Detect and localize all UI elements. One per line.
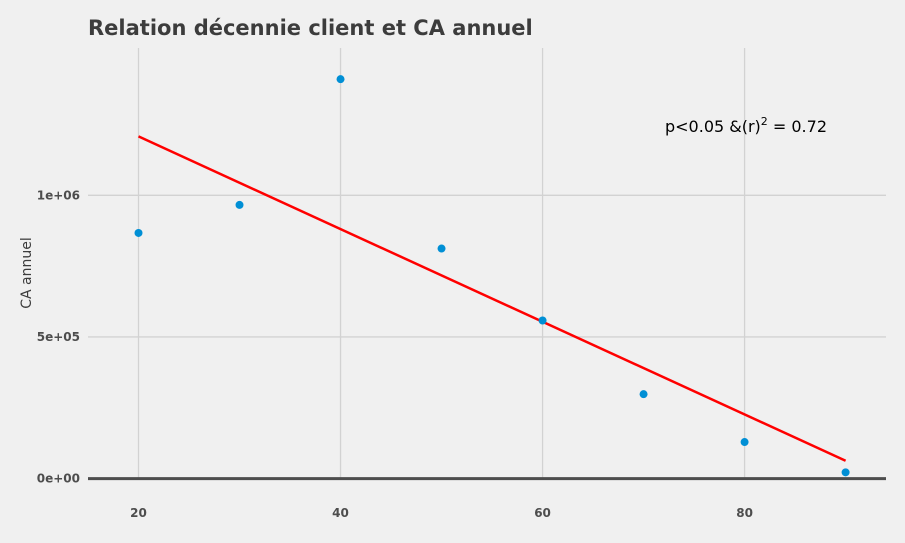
y-tick-label: 1e+06 <box>37 188 80 202</box>
data-point <box>235 200 244 209</box>
annotation-value: = 0.72 <box>768 117 827 136</box>
chart-title: Relation décennie client et CA annuel <box>88 16 533 40</box>
data-point <box>437 244 446 253</box>
x-tick-label: 60 <box>534 506 551 520</box>
r-squared-annotation: p<0.05 &(r)2 = 0.72 <box>665 115 827 136</box>
annotation-superscript: 2 <box>761 115 768 128</box>
y-tick-label: 5e+05 <box>37 330 80 344</box>
y-tick-label: 0e+00 <box>37 472 80 486</box>
data-point <box>538 316 547 325</box>
x-tick-label: 40 <box>332 506 349 520</box>
data-point <box>336 75 345 84</box>
annotation-text: p<0.05 &(r) <box>665 117 761 136</box>
data-point <box>134 228 143 237</box>
y-axis-label: CA annuel <box>19 237 35 309</box>
x-tick-label: 80 <box>736 506 753 520</box>
data-point <box>740 438 749 447</box>
data-point <box>639 390 648 399</box>
x-tick-label: 20 <box>130 506 147 520</box>
data-point <box>841 468 850 477</box>
regression-line <box>137 135 847 462</box>
